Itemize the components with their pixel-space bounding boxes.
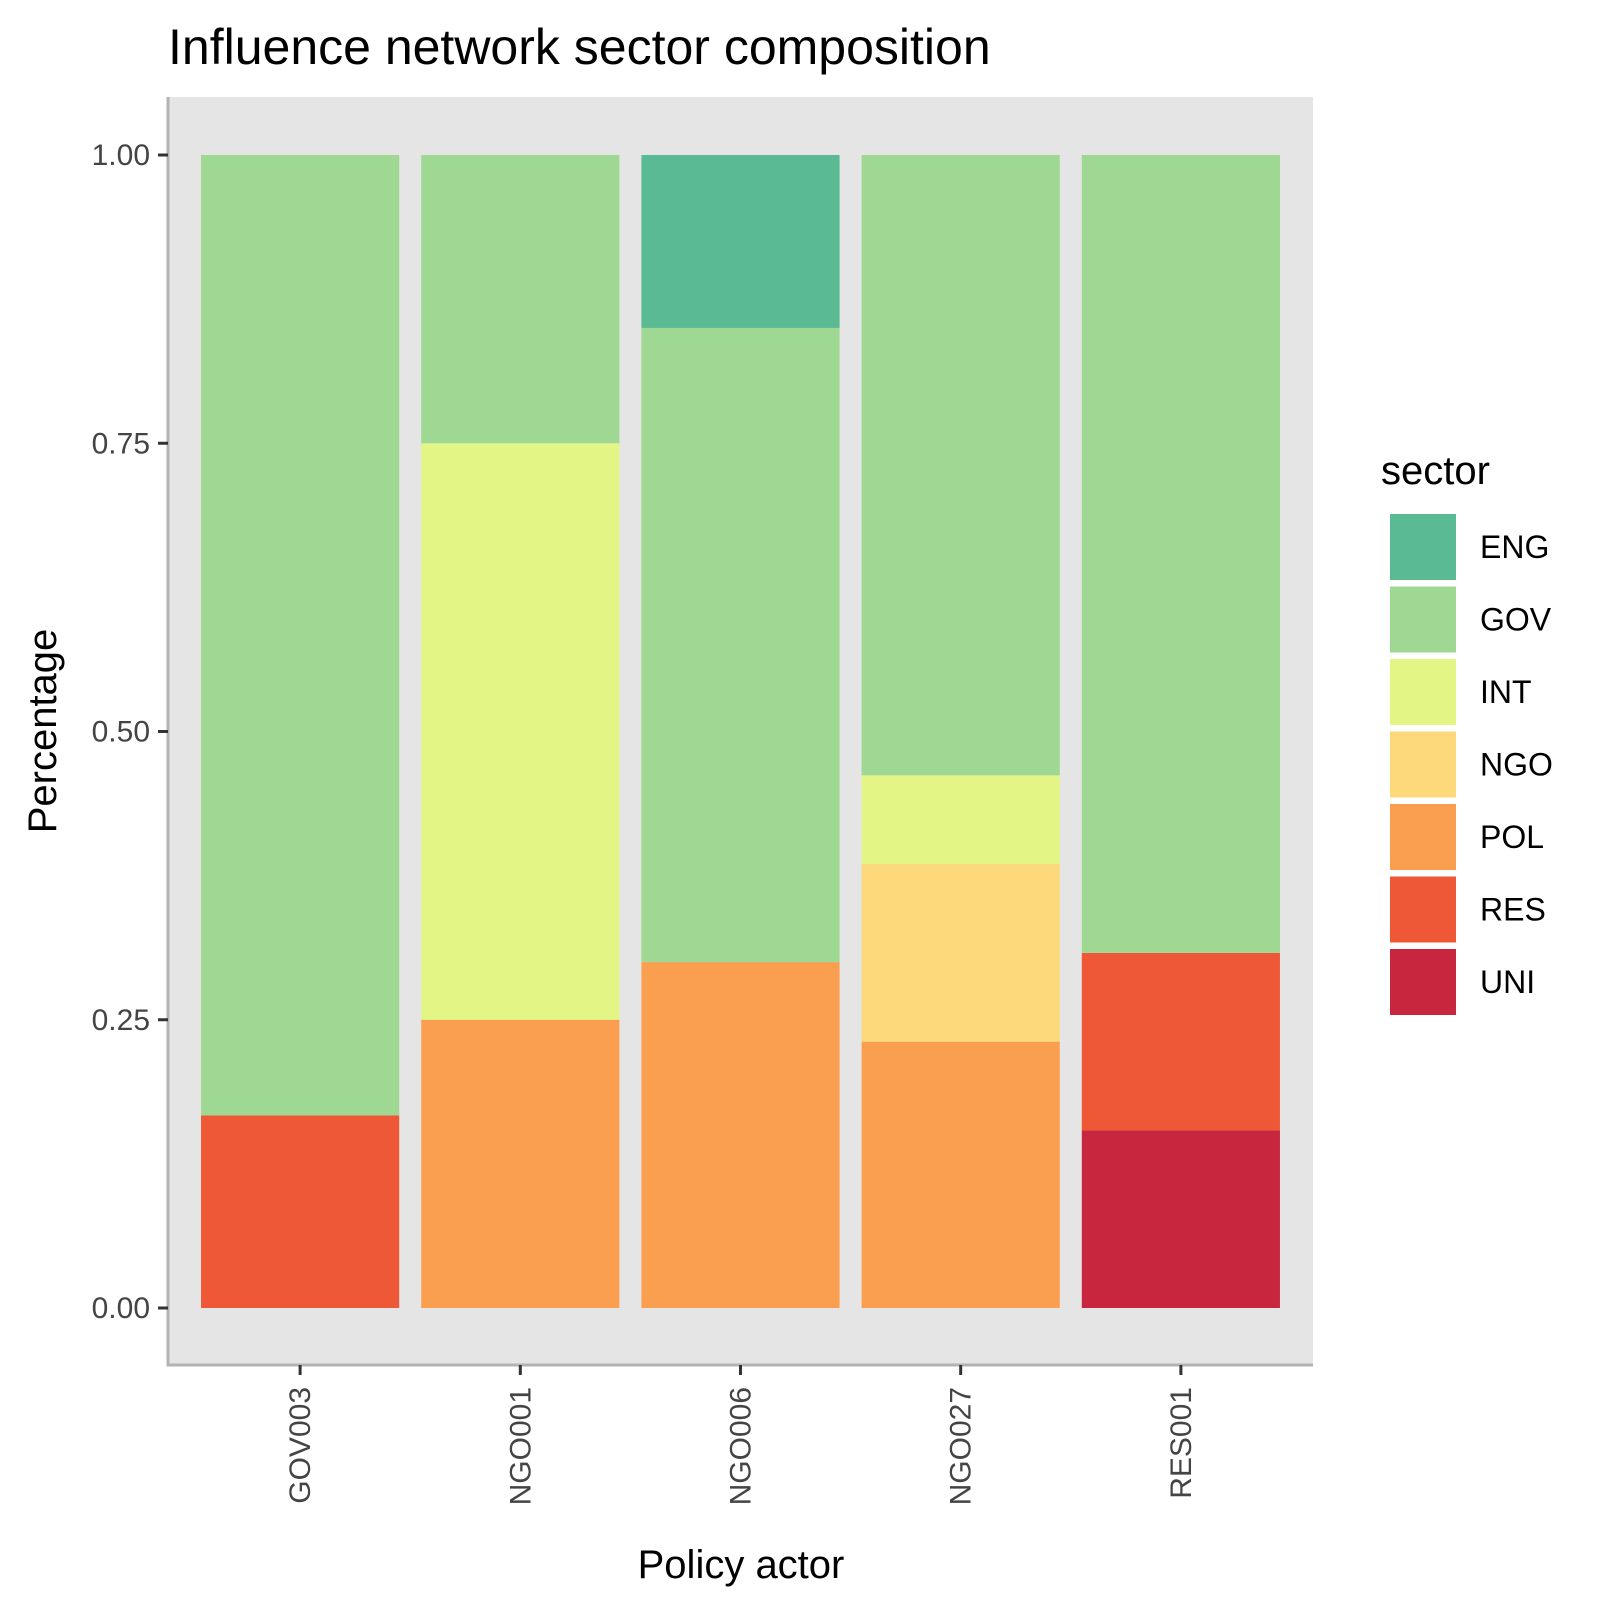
bar-segment-ngo027-ngo [861, 864, 1060, 1042]
bar-segment-res001-res [1081, 952, 1280, 1131]
bar-segment-gov003-res [201, 1115, 400, 1308]
bar-segment-ngo027-pol [861, 1041, 1060, 1308]
bar-segment-ngo006-pol [641, 962, 840, 1308]
y-tick-label: 0.75 [92, 427, 150, 460]
bar-segment-ngo027-int [861, 775, 1060, 865]
legend-swatch-res [1388, 874, 1458, 945]
x-tick-label-gov003: GOV003 [284, 1387, 317, 1504]
bar-segment-ngo027-gov [861, 155, 1060, 776]
legend-swatch-eng [1388, 512, 1458, 582]
legend-items: ENG GOV INT NGO POL RES UNI [1388, 512, 1553, 1017]
y-tick-label: 0.50 [92, 716, 150, 749]
legend-label-uni: UNI [1480, 964, 1535, 1000]
bar-segment-ngo006-eng [641, 155, 840, 328]
x-tick-label-res001: RES001 [1165, 1387, 1198, 1499]
chart-title: Influence network sector composition [168, 19, 991, 75]
legend-label-int: INT [1480, 674, 1532, 710]
x-tick-label-ngo001: NGO001 [504, 1387, 537, 1505]
y-tick-label: 0.00 [92, 1292, 150, 1325]
legend-label-eng: ENG [1480, 529, 1549, 565]
bar-segment-ngo001-pol [421, 1019, 620, 1308]
bar-segment-ngo006-gov [641, 327, 840, 963]
axes-layer: 0.00 0.25 0.50 0.75 1.00 GOV003 NGO001 NGO006 NG… [92, 97, 1313, 1505]
y-axis-title: Percentage [21, 629, 65, 834]
legend-label-ngo: NGO [1480, 747, 1553, 783]
bar-segment-res001-gov [1081, 155, 1280, 953]
x-tick-label-ngo027: NGO027 [945, 1387, 978, 1505]
bar-segment-ngo001-gov [421, 155, 620, 444]
legend-title: sector [1381, 449, 1490, 493]
legend: sector ENG GOV INT NGO POL RES UNI [1381, 449, 1553, 1017]
bar-segment-ngo001-int [421, 443, 620, 1020]
bar-segment-res001-uni [1081, 1130, 1280, 1308]
legend-label-gov: GOV [1480, 602, 1552, 638]
x-axis-title: Policy actor [638, 1543, 845, 1587]
bars-layer [201, 155, 1280, 1308]
y-tick-label: 1.00 [92, 139, 150, 172]
legend-swatch-int [1388, 657, 1458, 727]
legend-swatch-uni [1388, 947, 1458, 1017]
legend-swatch-ngo [1388, 729, 1458, 800]
x-tick-label-ngo006: NGO006 [725, 1387, 758, 1505]
bar-segment-gov003-gov [201, 155, 400, 1116]
y-tick-label: 0.25 [92, 1004, 150, 1037]
legend-swatch-pol [1388, 802, 1458, 872]
legend-label-res: RES [1480, 892, 1546, 928]
legend-swatch-gov [1388, 584, 1458, 655]
legend-label-pol: POL [1480, 819, 1544, 855]
